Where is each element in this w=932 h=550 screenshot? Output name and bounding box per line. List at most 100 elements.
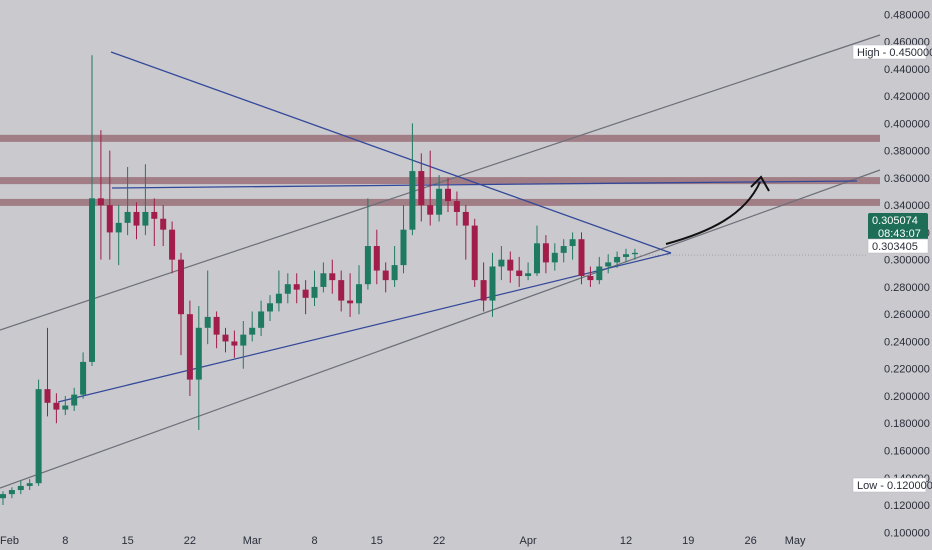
price-tick-label: 0.360000 bbox=[884, 173, 930, 185]
candle bbox=[525, 262, 532, 281]
candle-body bbox=[26, 483, 33, 486]
candle bbox=[89, 55, 95, 366]
candle-body bbox=[258, 311, 265, 328]
candle-body bbox=[525, 273, 532, 277]
candle-body bbox=[507, 259, 514, 271]
time-tick-label: 15 bbox=[121, 535, 133, 547]
candle bbox=[498, 246, 505, 281]
candle bbox=[427, 150, 434, 226]
candle bbox=[356, 265, 362, 315]
candle bbox=[391, 246, 398, 287]
candle-body bbox=[8, 490, 15, 495]
candle bbox=[418, 153, 425, 222]
candle bbox=[347, 273, 354, 317]
candle-body bbox=[391, 265, 398, 281]
candle-body bbox=[587, 276, 594, 281]
candle bbox=[516, 256, 523, 287]
candle bbox=[62, 395, 69, 416]
candle-body bbox=[302, 289, 309, 298]
candle bbox=[400, 205, 407, 274]
price-tick-label: 0.300000 bbox=[884, 255, 930, 267]
candle-body bbox=[0, 494, 6, 499]
candle-body bbox=[275, 293, 282, 304]
candle bbox=[0, 491, 6, 506]
candle-body bbox=[53, 402, 60, 410]
candle bbox=[106, 150, 113, 260]
candle bbox=[445, 177, 451, 212]
candle bbox=[587, 266, 594, 287]
time-axis: Feb 8 15 22 Mar 8 15 22 Apr 12 19 26 May bbox=[0, 535, 806, 547]
candle bbox=[302, 280, 309, 315]
candle-body bbox=[596, 266, 603, 281]
candle bbox=[436, 175, 443, 222]
time-tick-label: May bbox=[785, 535, 806, 547]
time-tick-label: 15 bbox=[371, 535, 383, 547]
price-tick-label: 0.200000 bbox=[884, 391, 930, 403]
candle bbox=[240, 321, 247, 369]
candle-body bbox=[115, 222, 122, 233]
candle-body bbox=[427, 205, 434, 215]
candle-body bbox=[498, 259, 505, 267]
candle-body bbox=[231, 341, 238, 346]
candle-body bbox=[17, 485, 24, 491]
candle bbox=[53, 393, 60, 424]
time-tick-label: 22 bbox=[433, 535, 445, 547]
candle-body bbox=[106, 205, 113, 233]
candle bbox=[364, 198, 371, 290]
candle bbox=[115, 205, 122, 266]
candle bbox=[293, 273, 300, 304]
candle-body bbox=[623, 254, 629, 257]
resistance-zone-0 bbox=[0, 134, 880, 142]
candle-body bbox=[489, 266, 496, 301]
candle-body bbox=[160, 218, 167, 230]
candle-body bbox=[347, 300, 354, 304]
candle-body bbox=[569, 239, 576, 247]
candle bbox=[623, 248, 629, 263]
time-tick-label: Feb bbox=[0, 535, 19, 547]
candle bbox=[534, 225, 540, 277]
candle-body bbox=[204, 316, 211, 328]
channel-upper-line bbox=[0, 34, 881, 331]
candle-body bbox=[400, 229, 407, 266]
candle bbox=[26, 479, 33, 491]
candle bbox=[186, 300, 193, 396]
candle-body bbox=[382, 270, 389, 281]
time-tick-label: 8 bbox=[62, 535, 68, 547]
candle bbox=[97, 130, 104, 260]
candle bbox=[222, 327, 229, 353]
candle bbox=[124, 166, 131, 236]
candle bbox=[462, 205, 469, 260]
current-price-badge: 0.305074 08:43:07 bbox=[868, 213, 928, 241]
channel-lower-line bbox=[0, 169, 881, 489]
time-tick-label: Apr bbox=[520, 535, 537, 547]
candle bbox=[311, 270, 318, 307]
candle bbox=[596, 256, 603, 285]
candle-body bbox=[445, 188, 451, 202]
candle-body bbox=[124, 211, 131, 223]
candle bbox=[320, 262, 327, 293]
candle bbox=[373, 229, 380, 285]
candle-body bbox=[614, 256, 621, 263]
candle-body bbox=[551, 252, 558, 263]
candle bbox=[560, 239, 567, 263]
candle bbox=[17, 480, 24, 495]
candle-body bbox=[418, 171, 425, 206]
candle-body bbox=[373, 246, 380, 271]
candle bbox=[267, 295, 273, 322]
candle-body bbox=[516, 270, 523, 277]
candle-body bbox=[284, 284, 291, 294]
candle bbox=[151, 198, 158, 247]
candle bbox=[204, 270, 211, 345]
candle bbox=[578, 232, 585, 285]
candle-body bbox=[320, 273, 327, 287]
candle-body bbox=[44, 389, 51, 403]
price-tick-label: 0.240000 bbox=[884, 336, 930, 348]
time-tick-label: 8 bbox=[311, 535, 317, 547]
low-label: Low - 0.120000 bbox=[852, 477, 932, 493]
candle-body bbox=[213, 316, 220, 335]
candle bbox=[382, 262, 389, 293]
price-tick-label: 0.260000 bbox=[884, 309, 930, 321]
candle-body bbox=[338, 280, 345, 301]
